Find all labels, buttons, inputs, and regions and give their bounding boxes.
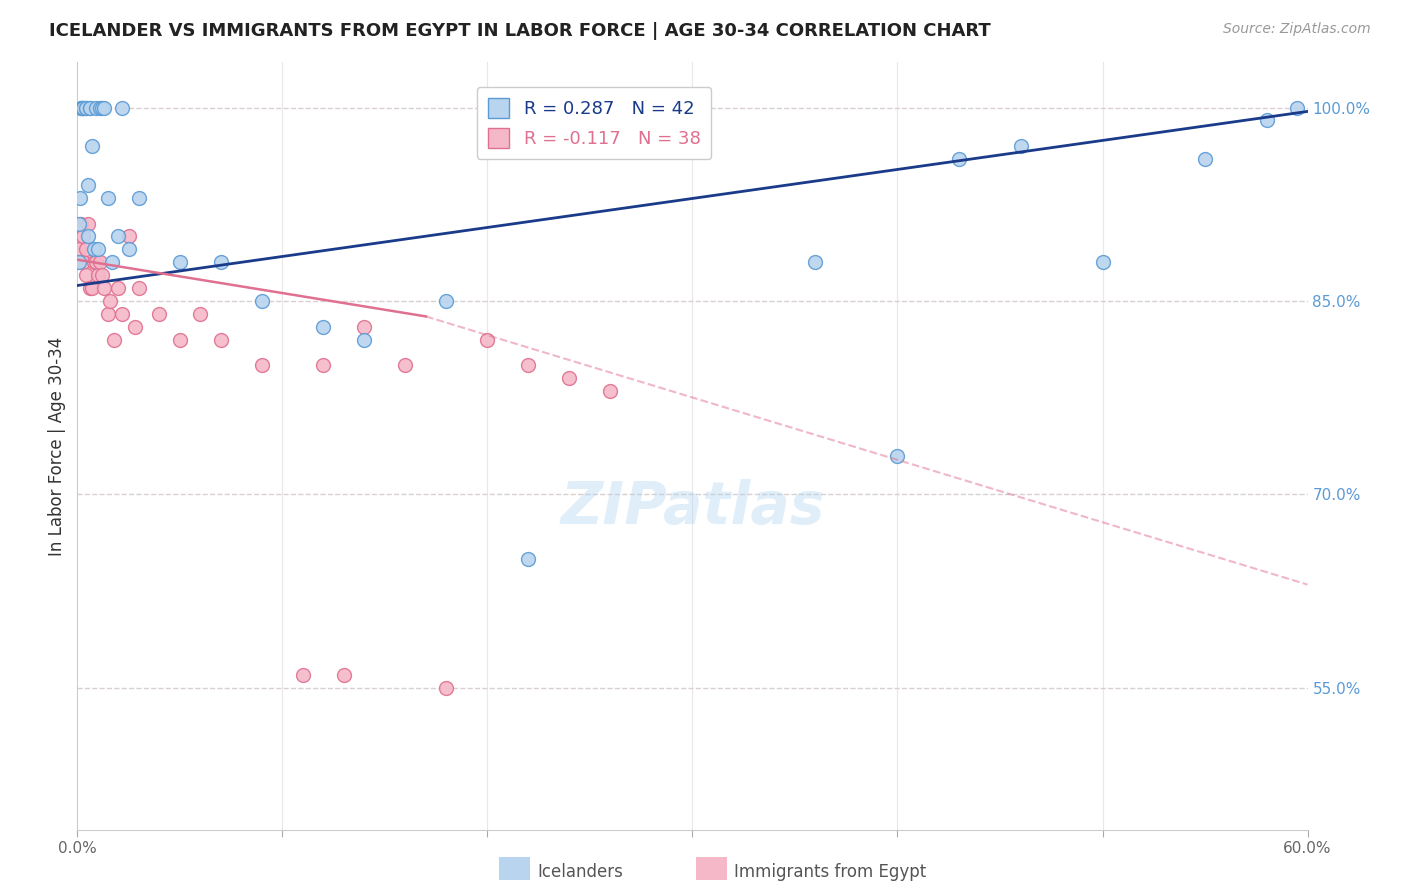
Point (128, 191, 150, 205)
Point (1091, 255, 1114, 269)
Point (117, 243, 139, 257)
Point (209, 255, 232, 269)
Point (97, 191, 120, 205)
Point (72, 229, 94, 244)
Point (67, 217, 90, 231)
Point (124, 319, 146, 334)
Point (111, 307, 134, 321)
Point (128, 281, 150, 295)
Point (79, 101, 101, 115)
Point (76, 178, 98, 192)
Point (67, 255, 90, 269)
Point (394, 359, 416, 373)
Text: Icelanders: Icelanders (537, 863, 623, 881)
Point (75, 101, 97, 115)
Point (169, 255, 191, 269)
Point (477, 333, 499, 347)
Point (353, 319, 375, 334)
Legend: R = 0.287   N = 42, R = -0.117   N = 38: R = 0.287 N = 42, R = -0.117 N = 38 (477, 87, 711, 159)
Point (107, 229, 129, 244)
FancyBboxPatch shape (492, 853, 538, 884)
Point (84, 101, 107, 115)
Point (436, 293, 458, 308)
Point (76, 229, 98, 244)
Text: Immigrants from Egypt: Immigrants from Egypt (734, 863, 927, 881)
Point (1194, 152, 1216, 166)
Point (169, 333, 191, 347)
Point (90, 268, 114, 282)
Point (97, 307, 120, 321)
Point (79, 101, 101, 115)
Point (80, 139, 103, 153)
Point (111, 101, 134, 115)
Point (93, 281, 115, 295)
Point (312, 319, 335, 334)
Point (72, 101, 94, 115)
Point (103, 333, 125, 347)
Point (70, 217, 93, 231)
Point (67, 243, 90, 257)
Point (1256, 113, 1278, 128)
Point (76, 217, 98, 231)
Point (333, 668, 356, 682)
Point (804, 255, 827, 269)
Point (117, 229, 139, 244)
Point (291, 668, 314, 682)
Point (209, 333, 232, 347)
Point (83, 255, 105, 269)
Point (353, 333, 375, 347)
Point (250, 293, 273, 308)
FancyBboxPatch shape (689, 853, 734, 884)
Point (93, 101, 115, 115)
Point (517, 551, 540, 566)
Point (599, 384, 621, 399)
Text: Source: ZipAtlas.com: Source: ZipAtlas.com (1223, 22, 1371, 37)
Text: ICELANDER VS IMMIGRANTS FROM EGYPT IN LABOR FORCE | AGE 30-34 CORRELATION CHART: ICELANDER VS IMMIGRANTS FROM EGYPT IN LA… (49, 22, 991, 40)
Point (148, 307, 170, 321)
Point (886, 449, 908, 463)
Point (70, 101, 93, 115)
Point (89, 101, 111, 115)
Point (1286, 101, 1309, 115)
Y-axis label: In Labor Force | Age 30-34: In Labor Force | Age 30-34 (48, 336, 66, 556)
Point (1010, 139, 1032, 153)
Point (83, 243, 105, 257)
Point (436, 681, 458, 695)
Point (84, 255, 107, 269)
Point (89, 255, 111, 269)
Point (107, 281, 129, 295)
Point (72, 101, 94, 115)
Point (948, 152, 970, 166)
Point (517, 359, 540, 373)
Point (87, 268, 110, 282)
Point (75, 268, 97, 282)
Point (101, 255, 124, 269)
Point (188, 307, 212, 321)
Point (87, 243, 110, 257)
Point (79, 281, 101, 295)
Point (312, 359, 335, 373)
Point (75, 101, 97, 115)
Point (250, 359, 273, 373)
Point (98, 293, 121, 308)
Point (69, 191, 91, 205)
Point (72, 255, 94, 269)
Point (90, 101, 114, 115)
Point (75, 243, 97, 257)
Point (70, 101, 93, 115)
Point (558, 371, 581, 385)
Point (72, 101, 94, 115)
Text: ZIPatlas: ZIPatlas (560, 479, 825, 536)
Point (80, 281, 103, 295)
